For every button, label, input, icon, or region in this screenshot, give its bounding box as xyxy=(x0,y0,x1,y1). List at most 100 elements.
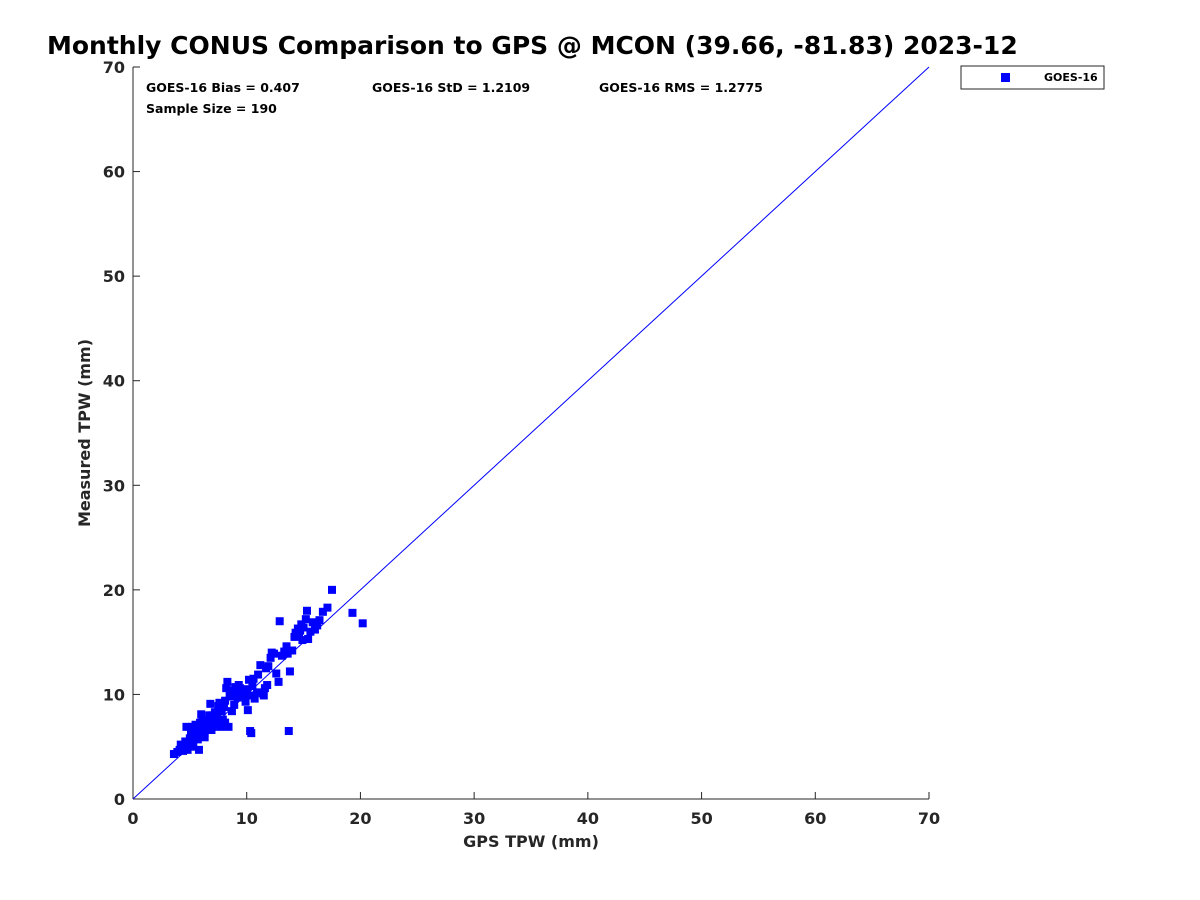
data-point xyxy=(328,585,336,594)
data-point xyxy=(219,702,228,711)
data-point xyxy=(308,618,317,627)
data-point xyxy=(348,608,357,617)
goes16-data-points xyxy=(169,585,367,759)
data-point xyxy=(288,646,297,655)
data-point xyxy=(212,720,221,729)
legend-box xyxy=(960,65,1105,90)
data-point xyxy=(226,690,235,699)
data-point xyxy=(323,603,332,612)
y-tick-label: 20 xyxy=(103,581,125,600)
y-tick-label: 30 xyxy=(103,476,125,495)
x-tick-label: 40 xyxy=(577,809,599,828)
legend-marker-square xyxy=(1001,73,1010,82)
data-point xyxy=(318,607,327,616)
x-tick-label: 30 xyxy=(463,809,485,828)
data-point xyxy=(272,669,281,678)
data-point xyxy=(285,667,294,676)
data-point xyxy=(248,682,257,691)
data-point xyxy=(247,729,256,738)
data-point xyxy=(200,733,209,742)
data-point xyxy=(206,699,215,708)
data-point xyxy=(301,615,310,624)
data-point xyxy=(221,696,230,705)
legend: GOES-16 xyxy=(960,65,1105,90)
data-point xyxy=(306,627,315,636)
data-point xyxy=(224,722,233,731)
data-point xyxy=(204,719,213,728)
y-tick-label: 50 xyxy=(103,267,125,286)
data-point xyxy=(227,707,236,716)
data-point xyxy=(208,711,217,720)
data-point xyxy=(313,621,322,630)
data-point xyxy=(232,688,241,697)
bias-stat: GOES-16 Bias = 0.407 xyxy=(146,80,300,95)
x-tick-label: 20 xyxy=(349,809,371,828)
sample-size-stat: Sample Size = 190 xyxy=(146,101,277,116)
y-tick-label: 60 xyxy=(103,163,125,182)
data-point xyxy=(243,706,252,715)
data-point xyxy=(235,684,244,693)
data-point xyxy=(222,684,231,693)
x-tick-label: 70 xyxy=(918,809,940,828)
y-tick-label: 0 xyxy=(114,790,125,809)
data-point xyxy=(244,675,253,684)
data-point xyxy=(266,653,275,662)
x-tick-label: 60 xyxy=(804,809,826,828)
data-point xyxy=(277,651,286,660)
data-point xyxy=(262,664,271,673)
data-point xyxy=(246,691,255,700)
data-point xyxy=(189,742,198,751)
data-point xyxy=(259,691,268,700)
data-point xyxy=(213,714,222,723)
data-point xyxy=(250,694,259,703)
data-point xyxy=(358,619,367,628)
data-point xyxy=(274,677,283,686)
data-point xyxy=(304,635,313,644)
rms-stat: GOES-16 RMS = 1.2775 xyxy=(599,80,763,95)
data-point xyxy=(302,606,311,615)
data-point xyxy=(241,697,250,706)
data-point xyxy=(221,718,230,727)
y-tick-label: 40 xyxy=(103,372,125,391)
data-point xyxy=(194,745,203,754)
data-point xyxy=(193,735,202,744)
legend-label: GOES-16 xyxy=(1044,71,1098,84)
one-to-one-line xyxy=(132,66,930,800)
data-point xyxy=(242,685,251,694)
data-point xyxy=(202,723,211,732)
y-axis-ticks: 0 10 20 30 40 50 60 70 xyxy=(103,58,140,809)
data-point xyxy=(215,698,224,707)
x-tick-label: 50 xyxy=(690,809,712,828)
data-point xyxy=(284,727,293,736)
data-point xyxy=(283,649,292,658)
x-axis-label: GPS TPW (mm) xyxy=(463,832,599,851)
data-point xyxy=(290,632,299,641)
data-point xyxy=(200,729,209,738)
data-point xyxy=(252,688,261,697)
x-tick-label: 0 xyxy=(127,809,138,828)
data-point xyxy=(217,707,226,716)
data-point xyxy=(233,693,242,702)
y-tick-label: 70 xyxy=(103,58,125,77)
x-axis-ticks: 0 10 20 30 40 50 60 70 xyxy=(127,792,940,828)
data-point xyxy=(239,691,248,700)
data-point xyxy=(188,737,197,746)
data-point xyxy=(179,746,188,755)
data-point xyxy=(296,626,305,635)
data-point xyxy=(183,745,192,754)
chart-title: Monthly CONUS Comparison to GPS @ MCON (… xyxy=(47,31,1018,60)
data-point xyxy=(197,710,206,719)
x-tick-label: 10 xyxy=(236,809,258,828)
data-point xyxy=(263,681,272,690)
data-point xyxy=(315,616,324,625)
y-axis-label: Measured TPW (mm) xyxy=(75,339,94,527)
data-point xyxy=(216,722,225,731)
data-point xyxy=(270,649,279,658)
y-tick-label: 10 xyxy=(103,685,125,704)
data-point xyxy=(189,725,198,734)
data-point xyxy=(249,674,258,683)
std-stat: GOES-16 StD = 1.2109 xyxy=(372,80,530,95)
data-point xyxy=(282,642,291,651)
data-point xyxy=(223,677,232,686)
